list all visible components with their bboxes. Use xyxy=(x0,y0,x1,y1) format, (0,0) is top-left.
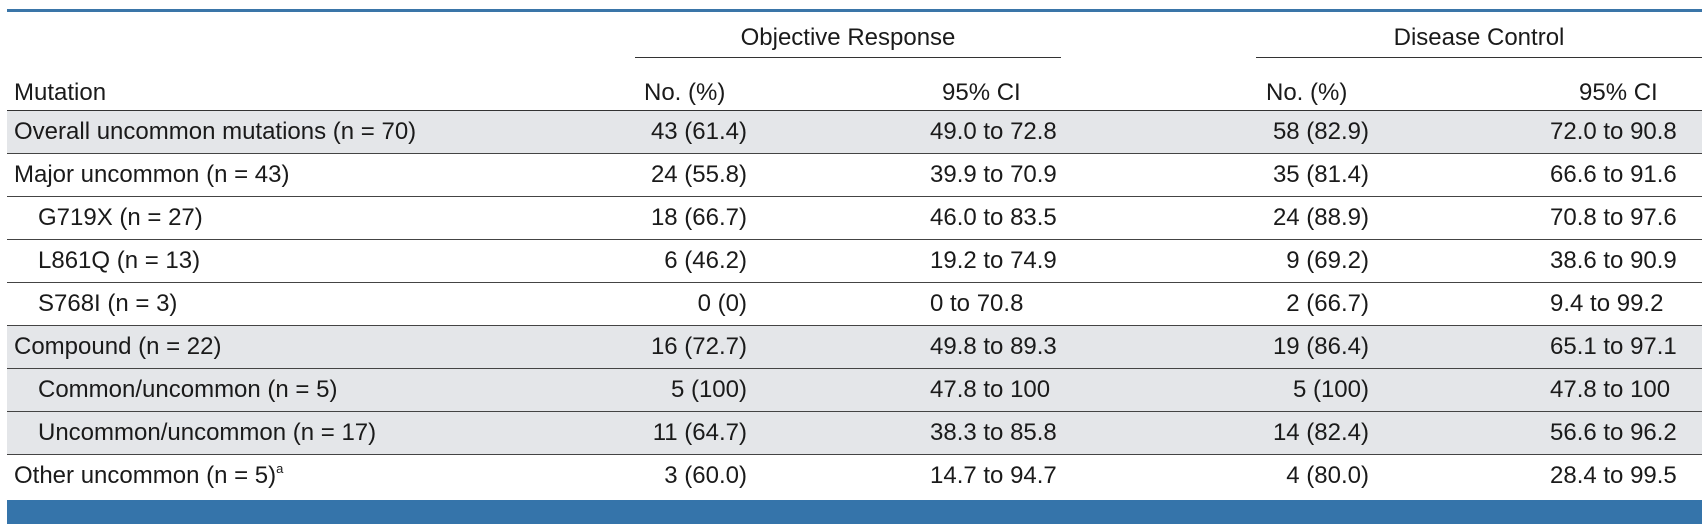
dc-number-cell: 2 (66.7) xyxy=(1286,290,1369,317)
or-ci-cell: 14.7 to 94.7 xyxy=(930,462,1057,489)
dc-number-cell: 9 (69.2) xyxy=(1286,247,1369,274)
mutation-label: Common/uncommon (n = 5) xyxy=(38,376,338,403)
dc-number-cell: 14 (82.4) xyxy=(1272,419,1369,446)
mutation-label: Major uncommon (n = 43) xyxy=(14,161,290,188)
column-header-dc-ci: 95% CI xyxy=(1579,79,1658,106)
mutation-cell: Compound (n = 22) xyxy=(14,326,221,368)
mutation-label: Overall uncommon mutations (n = 70) xyxy=(14,118,417,145)
mutation-label: L861Q (n = 13) xyxy=(38,247,201,274)
header-rule xyxy=(7,110,1702,111)
dc-ci-cell: 38.6 to 90.9 xyxy=(1550,247,1677,274)
row-divider xyxy=(7,411,1702,412)
dc-number-cell: 58 (82.9) xyxy=(1272,118,1369,145)
table-row: Uncommon/uncommon (n = 17) 11 (64.7) 38.3 … xyxy=(7,412,1702,454)
row-divider xyxy=(7,153,1702,154)
table-row: Common/uncommon (n = 5) 5 (100) 47.8 to 10… xyxy=(7,369,1702,411)
mutation-cell: Uncommon/uncommon (n = 17) xyxy=(38,412,376,454)
or-number-cell: 16 (72.7) xyxy=(650,333,747,360)
or-ci-cell: 46.0 to 83.5 xyxy=(930,204,1057,231)
or-number-cell: 0 (0) xyxy=(697,290,747,317)
dc-number-cell: 5 (100) xyxy=(1292,376,1369,403)
or-ci-cell: 38.3 to 85.8 xyxy=(930,419,1057,446)
dc-number-cell: 19 (86.4) xyxy=(1272,333,1369,360)
dc-ci-cell: 65.1 to 97.1 xyxy=(1550,333,1677,360)
mutation-label: G719X (n = 27) xyxy=(38,204,203,231)
mutation-label: Uncommon/uncommon (n = 17) xyxy=(38,419,377,446)
dc-ci-cell: 9.4 to 99.2 xyxy=(1550,290,1664,317)
or-ci-cell: 39.9 to 70.9 xyxy=(930,161,1057,188)
mutation-cell: Common/uncommon (n = 5) xyxy=(38,369,337,411)
row-divider xyxy=(7,325,1702,326)
mutation-label: Other uncommon (n = 5) xyxy=(14,462,277,489)
dc-ci-cell: 47.8 to 100 xyxy=(1550,376,1671,403)
group-rule-objective-response xyxy=(635,57,1061,58)
table-row: Major uncommon (n = 43) 24 (55.8) 39.9 to … xyxy=(7,154,1702,196)
row-divider xyxy=(7,239,1702,240)
dc-ci-cell: 70.8 to 97.6 xyxy=(1550,204,1677,231)
or-ci-cell: 19.2 to 74.9 xyxy=(930,247,1057,274)
table-row: Other uncommon (n = 5)a 3 (60.0) 14.7 to 9… xyxy=(7,455,1702,497)
dc-number-cell: 24 (88.9) xyxy=(1272,204,1369,231)
group-header-objective-response: Objective Response xyxy=(740,24,956,51)
table-row: G719X (n = 27) 18 (66.7) 46.0 to 83.5 24 (8… xyxy=(7,197,1702,239)
table-row: Compound (n = 22) 16 (72.7) 49.8 to 89.3 19… xyxy=(7,326,1702,368)
row-divider xyxy=(7,282,1702,283)
mutation-cell: L861Q (n = 13) xyxy=(38,240,200,282)
table-row: L861Q (n = 13) 6 (46.2) 19.2 to 74.9 9 (69.… xyxy=(7,240,1702,282)
row-divider xyxy=(7,454,1702,455)
or-ci-cell: 49.8 to 89.3 xyxy=(930,333,1057,360)
dc-number-cell: 35 (81.4) xyxy=(1272,161,1369,188)
table-top-rule xyxy=(7,9,1702,12)
or-number-cell: 6 (46.2) xyxy=(664,247,747,274)
group-header-disease-control: Disease Control xyxy=(1393,24,1565,51)
column-header-mutation: Mutation xyxy=(14,79,107,106)
mutation-cell: Overall uncommon mutations (n = 70) xyxy=(14,111,416,153)
dc-ci-cell: 56.6 to 96.2 xyxy=(1550,419,1677,446)
mutation-label: Compound (n = 22) xyxy=(14,333,222,360)
mutation-cell: Major uncommon (n = 43) xyxy=(14,154,289,196)
or-number-cell: 5 (100) xyxy=(670,376,747,403)
or-ci-cell: 49.0 to 72.8 xyxy=(930,118,1057,145)
group-rule-disease-control xyxy=(1256,57,1702,58)
dc-ci-cell: 28.4 to 99.5 xyxy=(1550,462,1677,489)
column-header-or-number: No. (%) xyxy=(644,79,726,106)
mutation-cell: G719X (n = 27) xyxy=(38,197,203,239)
row-divider xyxy=(7,368,1702,369)
table-row: Overall uncommon mutations (n = 70) 43 (6… xyxy=(7,111,1702,153)
column-header-dc-number: No. (%) xyxy=(1266,79,1348,106)
mutation-label: S768I (n = 3) xyxy=(38,290,178,317)
footnote-marker: a xyxy=(276,461,284,476)
table-row: S768I (n = 3) 0 (0) 0 to 70.8 2 (66.7) 9.4 t… xyxy=(7,283,1702,325)
or-ci-cell: 0 to 70.8 xyxy=(930,290,1024,317)
or-number-cell: 24 (55.8) xyxy=(650,161,747,188)
column-header-or-ci: 95% CI xyxy=(942,79,1021,106)
dc-ci-cell: 72.0 to 90.8 xyxy=(1550,118,1677,145)
or-number-cell: 3 (60.0) xyxy=(664,462,747,489)
or-number-cell: 11 (64.7) xyxy=(652,419,747,446)
or-number-cell: 43 (61.4) xyxy=(650,118,747,145)
row-divider xyxy=(7,196,1702,197)
mutation-cell: S768I (n = 3) xyxy=(38,283,177,325)
table-bottom-bar xyxy=(7,500,1702,524)
mutation-cell: Other uncommon (n = 5)a xyxy=(14,455,283,497)
dc-number-cell: 4 (80.0) xyxy=(1286,462,1369,489)
or-ci-cell: 47.8 to 100 xyxy=(930,376,1051,403)
or-number-cell: 18 (66.7) xyxy=(650,204,747,231)
dc-ci-cell: 66.6 to 91.6 xyxy=(1550,161,1677,188)
